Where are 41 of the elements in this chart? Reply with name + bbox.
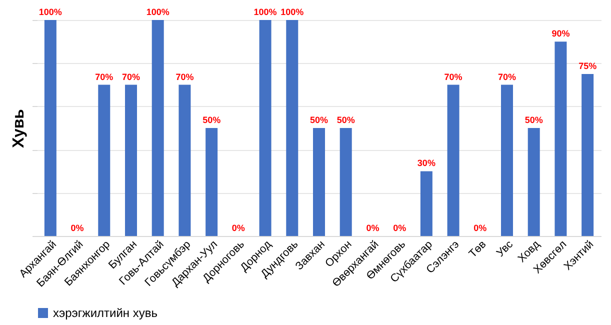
bar xyxy=(420,171,432,236)
bar xyxy=(582,74,594,236)
bar xyxy=(44,20,56,236)
data-label: 50% xyxy=(202,115,221,125)
bar xyxy=(501,84,513,236)
data-label: 50% xyxy=(336,115,355,125)
data-label: 0% xyxy=(393,223,406,233)
x-tick-label: Увс xyxy=(494,238,516,260)
data-label: 70% xyxy=(444,72,462,82)
y-axis-title: Хувь xyxy=(10,108,28,148)
data-label: 100% xyxy=(146,7,170,17)
bar xyxy=(259,20,272,236)
data-label: 100% xyxy=(254,7,277,17)
data-label: 0% xyxy=(474,223,487,233)
data-label: 90% xyxy=(552,28,570,39)
bar xyxy=(125,84,137,236)
bar xyxy=(528,128,540,236)
data-label: 30% xyxy=(417,158,436,168)
data-label: 0% xyxy=(366,223,380,233)
bar xyxy=(286,20,298,236)
data-label: 100% xyxy=(38,7,62,17)
data-label: 0% xyxy=(70,223,84,233)
data-label: 70% xyxy=(95,72,114,82)
data-label: 70% xyxy=(498,72,516,82)
data-label: 70% xyxy=(122,72,140,82)
bar xyxy=(152,20,164,236)
bar xyxy=(313,128,325,236)
bar xyxy=(98,84,110,236)
data-label: 50% xyxy=(310,115,328,125)
x-tick-label: Төв xyxy=(466,238,489,260)
bar xyxy=(206,128,218,236)
data-label: 0% xyxy=(232,223,245,233)
data-label: 70% xyxy=(176,72,194,82)
bar xyxy=(178,84,191,236)
data-label: 100% xyxy=(280,7,304,17)
bar xyxy=(340,128,352,236)
bar xyxy=(554,42,567,236)
data-label: 50% xyxy=(524,115,543,125)
data-label: 75% xyxy=(578,61,597,71)
legend-label: хэрэгжилтийн хувь xyxy=(53,306,158,320)
bar xyxy=(447,84,460,236)
